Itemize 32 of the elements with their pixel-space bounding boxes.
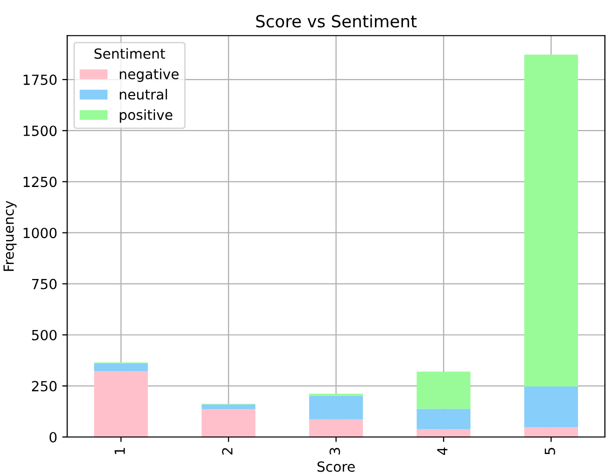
y-tick-label: 250 (32, 380, 57, 392)
y-axis-title: Frequency (4, 200, 17, 271)
bar (524, 54, 578, 387)
x-tick-label: 3 (330, 448, 340, 454)
legend-label: neutral (120, 88, 167, 100)
bar (309, 396, 363, 420)
x-tick-label: 5 (544, 448, 556, 454)
x-tick-label: 4 (437, 448, 448, 455)
y-tick-label: 1500 (24, 126, 57, 136)
y-tick-label: 1000 (24, 228, 57, 238)
y-tick-label: 500 (32, 330, 57, 340)
bar (416, 372, 470, 409)
bar (94, 363, 148, 372)
bar (94, 371, 148, 437)
bar (309, 419, 363, 437)
bar (416, 408, 470, 430)
bar (524, 386, 578, 428)
bar (202, 404, 256, 410)
chart-title: Score vs Sentiment (256, 14, 417, 28)
legend-title: Sentiment (94, 48, 166, 59)
x-tick-label: 1 (114, 448, 125, 454)
y-tick-label: 0 (50, 432, 57, 442)
bar (416, 429, 470, 437)
y-tick-label: 750 (32, 278, 57, 290)
x-axis-title: Score (318, 461, 355, 472)
y-tick-label: 1750 (24, 74, 57, 86)
bar (524, 427, 578, 437)
legend-label: positive (120, 109, 172, 123)
bar (202, 409, 256, 437)
legend-label: negative (120, 68, 179, 82)
x-tick-label: 2 (222, 448, 232, 455)
y-tick-label: 1250 (24, 176, 57, 188)
